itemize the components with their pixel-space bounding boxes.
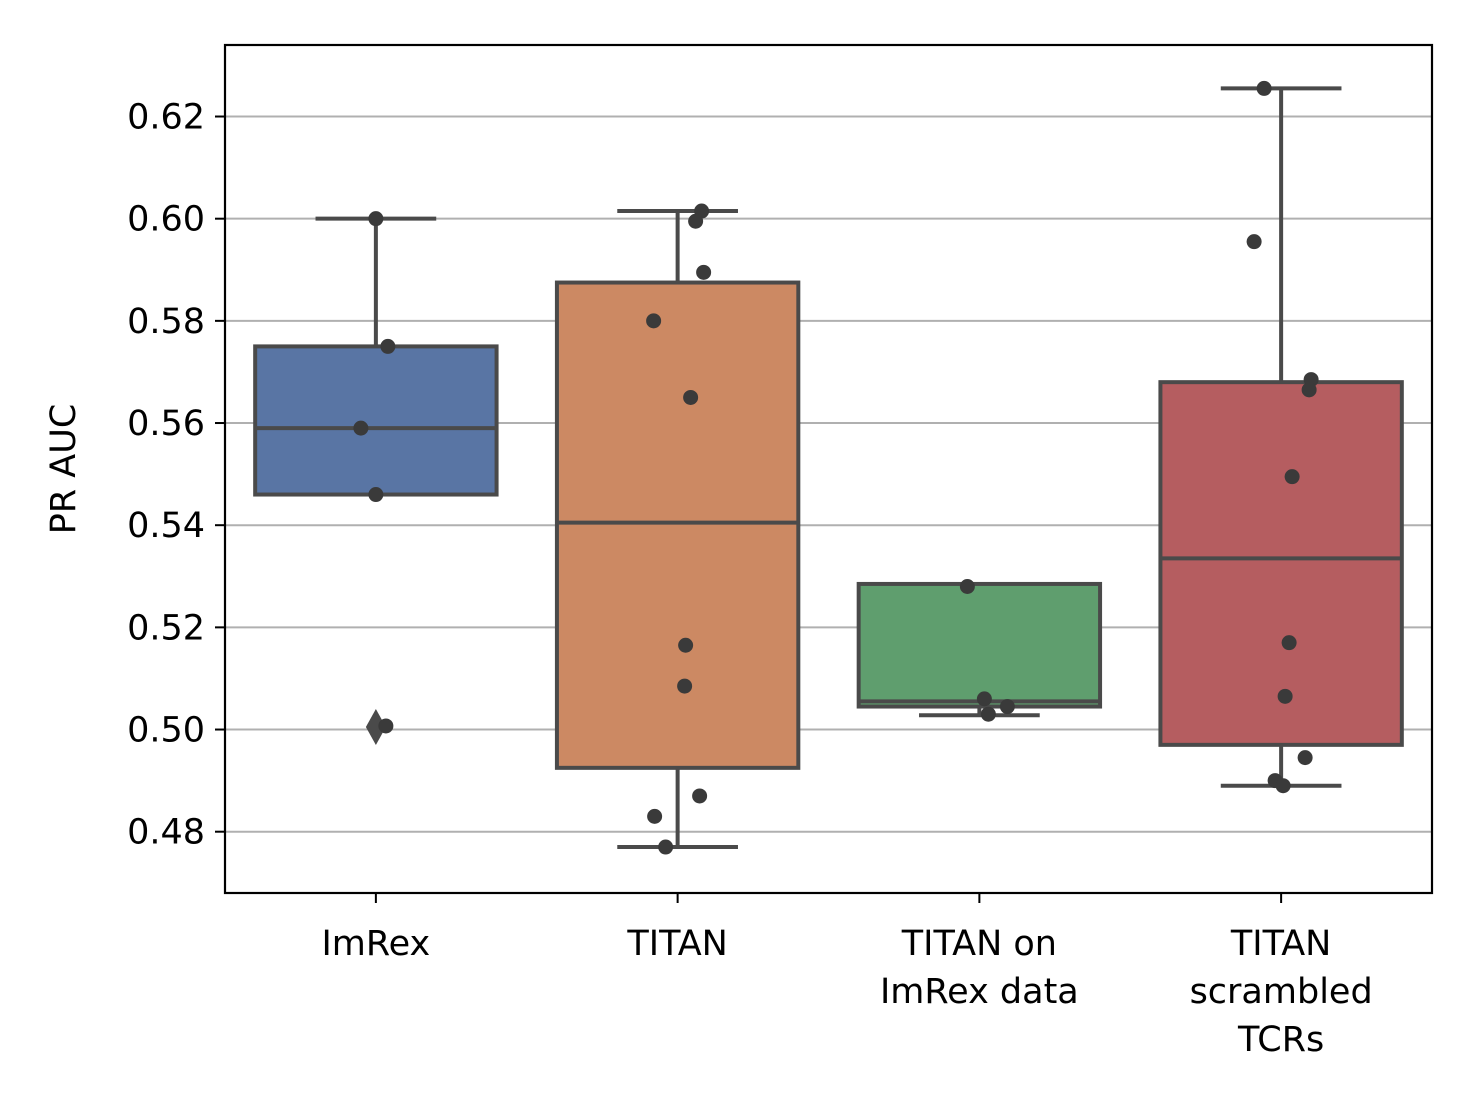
y-tick-label: 0.52 <box>127 608 205 648</box>
box-1 <box>253 216 499 745</box>
x-axis-ticks: ImRex TITAN TITAN on ImRex data TITAN scrambl… <box>321 893 1373 1060</box>
data-point <box>378 718 394 734</box>
outlier-marker <box>365 708 386 745</box>
y-tick-label: 0.60 <box>127 200 205 240</box>
y-axis-label: PR AUC <box>44 404 84 535</box>
x-tick-label: TITAN scrambled TCRs <box>1190 924 1373 1060</box>
box-series <box>253 86 1404 850</box>
box-body <box>554 280 801 770</box>
box-body <box>253 344 499 497</box>
box-body <box>1158 380 1404 747</box>
data-point <box>696 264 712 280</box>
data-point <box>1256 80 1272 96</box>
data-point <box>678 637 694 653</box>
data-point <box>1297 750 1313 766</box>
y-tick-label: 0.58 <box>127 302 205 342</box>
data-point <box>683 389 699 405</box>
y-tick-label: 0.54 <box>127 506 205 546</box>
y-tick-label: 0.62 <box>127 98 205 138</box>
data-point <box>1284 469 1300 485</box>
data-point <box>368 487 384 503</box>
data-point <box>1275 778 1291 794</box>
x-tick-label: TITAN on ImRex data <box>880 924 1079 1012</box>
data-point <box>647 808 663 824</box>
data-point <box>1246 234 1262 250</box>
data-point <box>999 699 1015 715</box>
x-tick-label: ImRex <box>321 924 430 964</box>
box-3 <box>856 581 1103 718</box>
data-point <box>677 678 693 694</box>
data-point <box>368 211 384 227</box>
box-2 <box>554 209 801 850</box>
x-tick-label: TITAN <box>626 924 728 964</box>
y-axis-ticks: 0.48 0.50 0.52 0.54 0.56 0.58 0.60 0.62 <box>127 98 225 853</box>
data-point <box>692 788 708 804</box>
data-point <box>976 691 992 707</box>
data-point <box>380 338 396 354</box>
data-point <box>646 313 662 329</box>
y-tick-label: 0.50 <box>127 711 205 751</box>
data-point <box>688 213 704 229</box>
box-body <box>856 581 1103 709</box>
data-point <box>959 578 975 594</box>
data-point <box>1301 382 1317 398</box>
data-point <box>980 706 996 722</box>
data-point <box>1281 635 1297 651</box>
data-point <box>1277 688 1293 704</box>
y-tick-label: 0.56 <box>127 404 205 444</box>
data-point <box>353 420 369 436</box>
box-4 <box>1158 86 1404 788</box>
axes-frame <box>223 43 1434 895</box>
data-point <box>658 839 674 855</box>
y-tick-label: 0.48 <box>127 813 205 853</box>
strip-points <box>353 80 1319 855</box>
